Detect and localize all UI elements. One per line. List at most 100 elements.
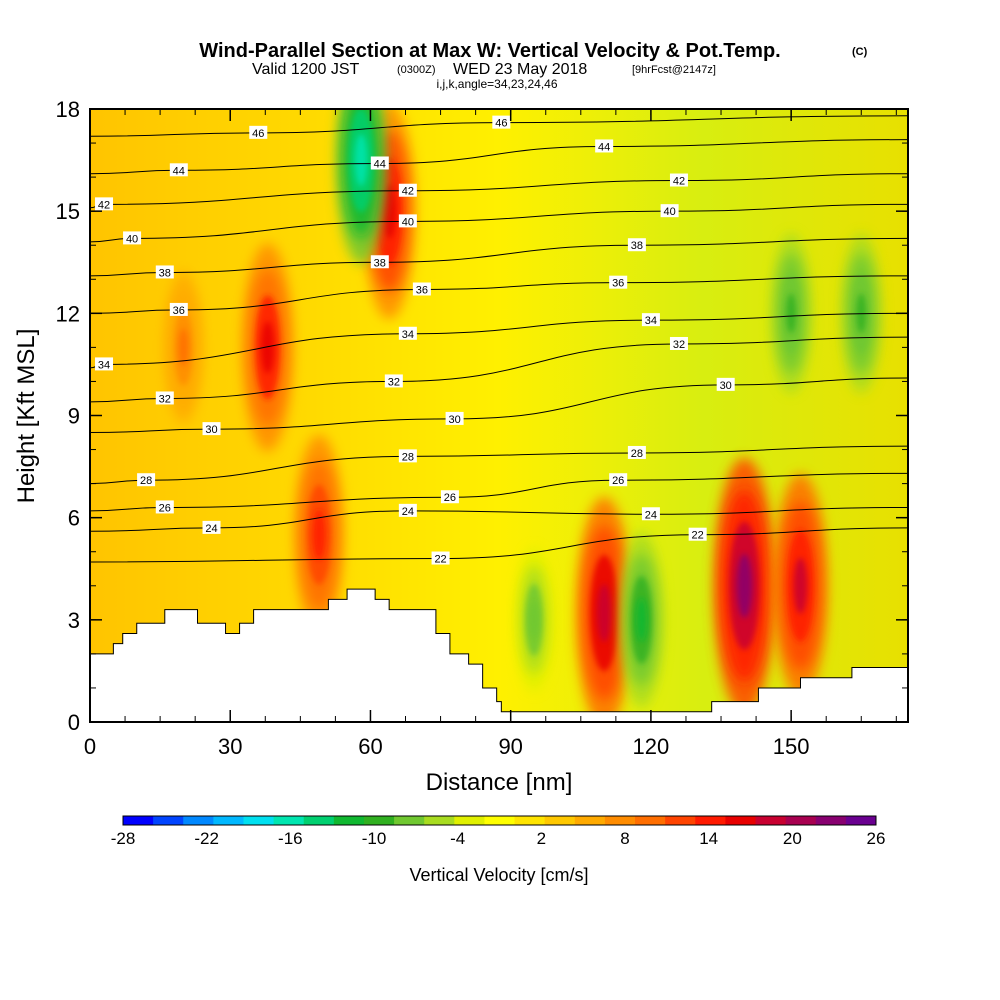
- title-copyright-mark: (C): [852, 46, 868, 58]
- x-axis-label: Distance [nm]: [426, 769, 573, 796]
- contour-labels: 46 46 44 44 44 42 42 42 40 40 40 38 38 38 36 36 36 34 34 34…: [95, 115, 735, 566]
- colorbar-swatch: [845, 816, 877, 825]
- colorbar-swatch: [424, 816, 455, 825]
- colorbar-swatch: [123, 816, 154, 825]
- svg-text:40: 40: [402, 216, 414, 228]
- colorbar-swatch: [695, 816, 726, 825]
- svg-text:40: 40: [126, 233, 138, 245]
- velocity-cell: [771, 233, 812, 394]
- contour-label: 36: [169, 302, 188, 317]
- svg-text:36: 36: [416, 284, 428, 296]
- contour-label: 38: [627, 238, 646, 252]
- contour-label: 24: [398, 503, 417, 518]
- svg-text:24: 24: [645, 509, 657, 521]
- contour-label: 42: [95, 197, 114, 211]
- contour-label: 26: [440, 490, 459, 504]
- colorbar-swatch: [574, 816, 606, 825]
- svg-text:44: 44: [374, 158, 386, 170]
- x-tick-label: 0: [84, 734, 96, 759]
- svg-text:36: 36: [612, 278, 624, 290]
- svg-text:26: 26: [612, 475, 624, 487]
- colorbar-swatch: [665, 816, 696, 825]
- colorbar-tick-label: 14: [699, 829, 718, 848]
- contour-label: 38: [155, 265, 174, 279]
- contour-label: 40: [660, 204, 679, 218]
- velocity-cell: [335, 109, 387, 265]
- contour-label: 28: [137, 473, 156, 487]
- colorbar-swatch: [303, 816, 335, 825]
- contour-label: 34: [641, 313, 660, 327]
- theta-contour-line: [90, 527, 908, 563]
- colorbar-swatch: [213, 816, 244, 825]
- svg-text:24: 24: [205, 523, 217, 535]
- colorbar-swatch: [153, 816, 184, 825]
- colorbar-swatch: [243, 816, 275, 825]
- svg-text:44: 44: [598, 141, 610, 153]
- svg-text:34: 34: [98, 359, 110, 371]
- y-tick-label: 3: [68, 608, 80, 633]
- velocity-cell: [773, 473, 828, 698]
- colorbar-swatch: [333, 816, 365, 825]
- colorbar-tick-label: 8: [620, 829, 629, 848]
- contour-label: 32: [155, 391, 174, 405]
- velocity-cell: [515, 547, 553, 692]
- terrain-mask: [90, 588, 908, 722]
- svg-text:26: 26: [159, 502, 171, 514]
- svg-text:34: 34: [402, 329, 414, 341]
- colorbar-swatch: [544, 816, 576, 825]
- colorbar-tick-label: 2: [537, 829, 546, 848]
- svg-text:30: 30: [448, 414, 460, 426]
- contour-label: 36: [412, 282, 431, 296]
- contour-label: 30: [716, 377, 735, 392]
- theta-contour-line: [90, 115, 908, 137]
- colorbar-swatch: [604, 816, 636, 825]
- svg-text:38: 38: [631, 240, 643, 252]
- svg-text:26: 26: [444, 492, 456, 504]
- colorbar-swatch: [454, 816, 485, 825]
- svg-text:22: 22: [434, 554, 446, 566]
- colorbar-swatch: [725, 816, 757, 825]
- subtitle-utc: (0300Z): [397, 64, 436, 76]
- contour-label: 32: [384, 374, 403, 388]
- theta-contour-line: [90, 312, 908, 369]
- y-axis-label: Height [Kft MSL]: [13, 329, 40, 504]
- svg-text:36: 36: [173, 305, 185, 317]
- x-tick-label: 90: [498, 734, 522, 759]
- chart-title: Wind-Parallel Section at Max W: Vertical…: [199, 40, 780, 62]
- plot-area: 46 46 44 44 44 42 42 42 40 40 40 38 38 38 36 36 36 34 34 34…: [90, 109, 908, 722]
- svg-text:30: 30: [720, 380, 732, 392]
- contour-label: 30: [445, 411, 464, 426]
- contour-label: 38: [370, 255, 389, 269]
- contour-label: 40: [398, 214, 417, 228]
- colorbar: -28 -22 -16 -10 -4 2 8 14 20 26: [111, 815, 885, 848]
- contour-label: 26: [155, 500, 174, 514]
- colorbar-swatch: [635, 816, 666, 825]
- svg-text:42: 42: [673, 176, 685, 188]
- x-tick-label: 150: [773, 734, 810, 759]
- contour-label: 22: [431, 551, 450, 566]
- contour-label: 24: [202, 520, 221, 535]
- contour-label: 40: [123, 231, 142, 245]
- colorbar-title: Vertical Velocity [cm/s]: [409, 865, 588, 885]
- contour-label: 28: [398, 449, 417, 463]
- svg-text:42: 42: [402, 186, 414, 198]
- svg-text:32: 32: [673, 339, 685, 351]
- y-tick-label: 15: [56, 199, 80, 224]
- velocity-field: [164, 109, 882, 722]
- contour-label: 24: [641, 507, 660, 521]
- svg-text:28: 28: [402, 451, 414, 463]
- contour-label: 46: [492, 115, 511, 130]
- x-axis: 0 30 60 90 120 150: [84, 109, 897, 759]
- velocity-cell: [576, 497, 633, 722]
- svg-text:38: 38: [159, 267, 171, 279]
- velocity-cell: [713, 457, 776, 714]
- contour-label: 36: [609, 275, 628, 290]
- contour-label: 46: [249, 125, 268, 140]
- contour-label: 44: [370, 156, 389, 170]
- colorbar-tick-label: -4: [450, 829, 465, 848]
- contour-label: 44: [169, 163, 188, 177]
- svg-text:30: 30: [205, 424, 217, 436]
- contour-label: 32: [669, 336, 688, 351]
- svg-text:28: 28: [140, 475, 152, 487]
